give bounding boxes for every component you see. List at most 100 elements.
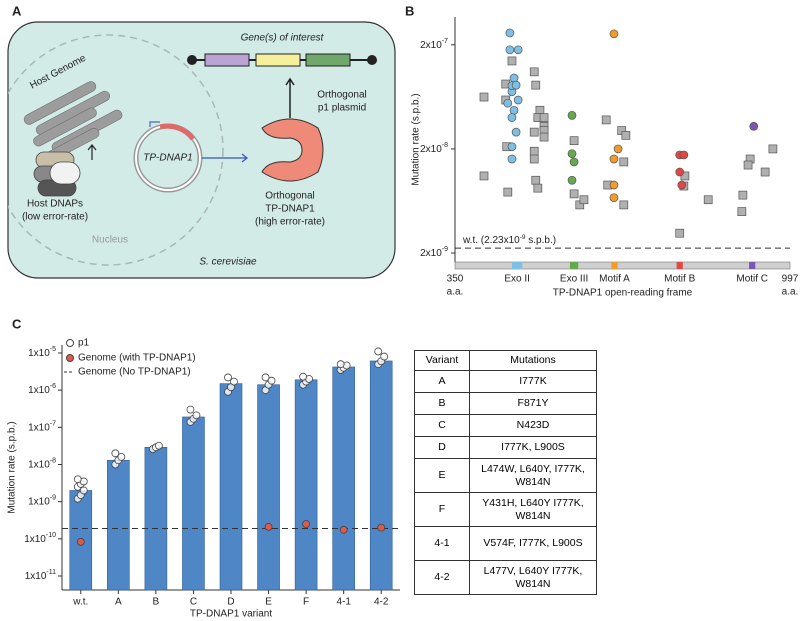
x-tick-label: w.t. [72,597,88,608]
replicate [374,347,383,356]
table-cell: N423D [469,414,597,437]
point [533,183,543,193]
domain-label: Exo III [560,274,588,285]
point [529,67,539,77]
replicate [192,411,201,420]
replicate [111,449,120,458]
organism-label: S. cerevisiae [199,257,257,268]
x-tick-label: D [227,597,234,608]
x-tick-label: 350 [447,274,464,285]
point [507,56,517,66]
y-tick-label-exp: -8 [442,142,448,149]
bar [257,384,280,591]
mutation-table: Variant Mutations A I777K B F871Y C N423D D I777K… [414,350,597,595]
y-axis-title: Mutation rate (s.p.b.) [7,421,18,513]
point [539,113,549,122]
y-tick-label-base: 2x10 [420,144,442,155]
point [507,113,517,122]
y-tick-label-base: 1x10 [28,422,50,433]
reference-label: w.t. (2.23x10-9 s.p.b.) [462,234,556,246]
point [529,127,539,137]
genome-point [76,537,85,546]
point [479,171,489,181]
domain [569,262,579,269]
y-tick-label: 1x10-9 [28,495,56,508]
bar [332,366,355,591]
table-row: 4-1 V574F, I777K, L900S [414,526,597,561]
y-tick-label-base: 2x10 [420,248,442,259]
point [703,195,713,205]
table-cell: E [414,458,470,493]
point [505,28,515,38]
table-cell: A [414,370,470,393]
point [609,154,619,164]
replicate [186,405,195,414]
x-tick-label: C [190,597,197,608]
point [503,187,513,197]
y-tick-label-base: 1x10 [24,533,46,544]
reference-label-end: s.p.b.) [525,235,556,246]
plasmid-gene [159,123,196,141]
x-tick-unit: a.a. [447,287,464,298]
nucleus-label: Nucleus [92,235,128,246]
table-cell: L474W, L640Y, I777K, W814N [469,458,597,493]
table-cell: D [414,436,470,459]
table-cell: I777K, L900S [469,436,597,459]
point [531,175,541,185]
nucleus-outline [8,34,224,266]
p1-label: p1 plasmid [318,103,366,114]
tp-dnap1-label: Orthogonal [265,191,314,202]
diagram: A Host Genome Host DNAPs (low error-rate… [7,3,396,279]
table-row: Variant Mutations [414,350,597,371]
point [749,121,759,131]
y-tick-label-base: 1x10 [28,348,50,359]
tp-dnap1 [261,118,324,182]
y-tick-label-exp: -5 [50,346,56,353]
point [511,127,521,137]
reference-label-base: w.t. (2.23x10 [462,235,520,246]
chromosomes [23,81,123,162]
orf-bar [454,261,791,270]
point [743,160,753,170]
domain-label: Motif C [736,274,768,285]
replicate [380,352,389,361]
panel-label: A [12,3,22,18]
genome-point [302,520,311,528]
table-row: E L474W, L640Y, I777K, W814N [414,458,597,493]
panel-label: C [12,316,22,331]
host-dnaps [33,151,81,197]
replicate [224,373,232,382]
bar [144,447,168,591]
replicate [79,486,88,495]
y-tick-label: 1x10-5 [28,346,56,359]
y-tick-label-exp: -7 [50,420,56,427]
table-cell: I777K [469,370,597,393]
domain-label: Motif B [664,274,695,285]
legend-label: p1 [78,338,90,349]
table-header-cell: Mutations [469,350,597,371]
table-cell: 4-1 [414,526,470,561]
arrow [87,144,97,160]
point [675,228,685,238]
point [569,157,579,167]
table-cell: F [414,492,470,527]
bar [219,383,243,591]
x-tick-label: A [115,597,122,608]
point [579,195,589,205]
replicate [336,360,345,369]
x-tick-label: 997 [782,274,799,285]
reference-label-exp: -9 [520,234,526,241]
point [601,115,611,125]
table-row: A I777K [414,370,597,393]
host-dnaps-label: (low error-rate) [22,212,88,223]
point [503,98,513,108]
y-tick-label-base: 2x10 [420,39,442,50]
y-tick-label: 2x10-9 [420,246,448,259]
y-tick-label-base: 1x10 [28,459,50,470]
table-cell: Y431H, L640Y I777K, W814N [469,492,597,527]
x-axis-title: TP-DNAP1 open-reading frame [553,288,693,299]
point [619,157,629,167]
y-tick-label-exp: -10 [46,532,56,539]
tp-dnap1-label: (high error-rate) [255,217,325,228]
